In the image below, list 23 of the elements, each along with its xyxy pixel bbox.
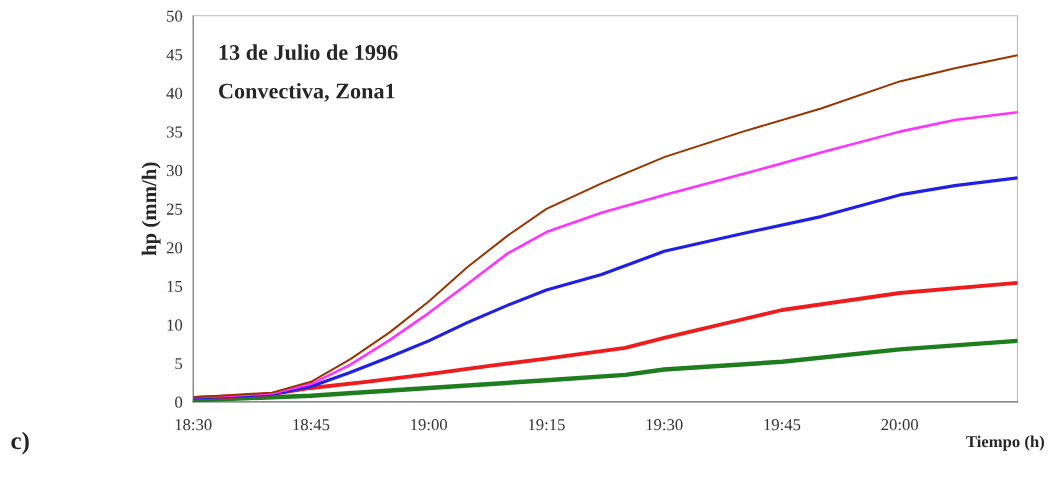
y-tick-label: 50 — [167, 10, 183, 22]
y-axis-title: hp (mm/h) — [141, 162, 161, 256]
y-tick-label: 40 — [166, 87, 183, 99]
x-tick-label: 20:00 — [881, 419, 919, 431]
annotation: Convectiva, Zona1 — [219, 82, 395, 102]
x-tick-label: 19:30 — [646, 419, 683, 431]
y-tick-label: 0 — [175, 396, 183, 408]
x-tick-label: 18:45 — [293, 419, 330, 431]
y-tick-label: 15 — [167, 280, 183, 293]
x-tick-label: 19:00 — [411, 419, 448, 431]
y-tick-label: 5 — [175, 358, 183, 370]
y-tick-label: 25 — [166, 203, 183, 215]
text: c) — [11, 431, 29, 455]
x-tick-label: 19:15 — [528, 419, 565, 431]
y-tick-label: 45 — [166, 49, 183, 61]
x-axis-title: Tiempo (h) — [966, 435, 1045, 451]
annotation: 13 de Julio de 1996 — [219, 44, 398, 61]
x-tick-label: 18:30 — [175, 419, 212, 431]
y-tick-label: 30 — [166, 164, 183, 177]
y-tick-label: 35 — [166, 126, 183, 138]
x-tick-label: 19:45 — [764, 419, 801, 431]
y-tick-label: 10 — [167, 319, 183, 331]
y-tick-label: 20 — [166, 242, 183, 254]
